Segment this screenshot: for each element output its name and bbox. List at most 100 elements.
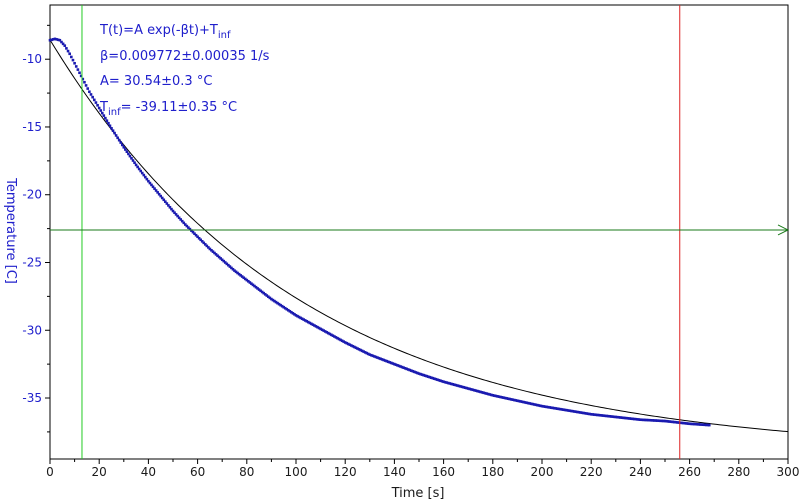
- data-point: [68, 52, 71, 56]
- data-point: [268, 296, 272, 300]
- data-point: [162, 198, 166, 202]
- data-point: [156, 191, 159, 194]
- data-point: [691, 422, 694, 426]
- data-point: [677, 421, 681, 424]
- data-point: [203, 243, 207, 246]
- data-point: [356, 347, 359, 350]
- data-point: [680, 421, 684, 425]
- y-tick-label: -10: [22, 52, 42, 66]
- data-point: [65, 47, 68, 50]
- data-point: [660, 419, 664, 423]
- data-point: [485, 392, 488, 395]
- data-point: [99, 109, 103, 112]
- data-point: [654, 419, 658, 422]
- data-point: [572, 410, 576, 413]
- data-point: [280, 304, 284, 308]
- x-tick-label: 120: [334, 465, 357, 479]
- data-point: [319, 327, 322, 331]
- data-point: [63, 44, 67, 47]
- data-point: [253, 284, 256, 288]
- data-point: [102, 114, 106, 117]
- data-point: [643, 418, 647, 422]
- data-point: [339, 338, 342, 342]
- data-point: [551, 406, 555, 410]
- data-point: [147, 179, 150, 183]
- data-point: [596, 413, 599, 417]
- data-point: [446, 381, 450, 385]
- data-point: [468, 387, 472, 391]
- data-point: [144, 175, 147, 179]
- data-point: [396, 364, 399, 367]
- data-point: [657, 419, 661, 423]
- data-point: [473, 388, 476, 392]
- data-point: [645, 418, 648, 422]
- data-point: [394, 363, 398, 367]
- data-point: [411, 369, 415, 373]
- data-point: [486, 392, 490, 396]
- data-point: [652, 419, 656, 422]
- data-point: [222, 259, 226, 263]
- data-point: [310, 322, 313, 326]
- data-point: [131, 159, 135, 162]
- data-point: [239, 274, 242, 277]
- data-point: [205, 244, 209, 248]
- data-point: [548, 406, 551, 409]
- data-point: [299, 316, 302, 320]
- data-point: [403, 366, 407, 370]
- data-point: [86, 87, 90, 90]
- data-point: [679, 421, 682, 425]
- data-point: [636, 418, 639, 421]
- data-point: [569, 409, 573, 413]
- data-point: [92, 98, 96, 102]
- x-tick-label: 40: [141, 465, 156, 479]
- data-point: [522, 400, 525, 404]
- data-point: [480, 391, 484, 394]
- data-point: [463, 386, 467, 389]
- data-point: [431, 376, 435, 380]
- x-tick-label: 280: [727, 465, 750, 479]
- data-point: [81, 77, 85, 81]
- data-point: [694, 422, 697, 426]
- data-point: [58, 38, 62, 42]
- data-point: [433, 377, 436, 381]
- data-point: [449, 382, 453, 386]
- data-point: [665, 419, 668, 423]
- data-point: [386, 360, 390, 364]
- data-point: [588, 412, 591, 416]
- annotation-beta: β=0.009772±0.00035 1/s: [100, 49, 270, 64]
- data-point: [257, 288, 261, 291]
- data-point: [602, 414, 605, 417]
- data-point: [228, 265, 232, 268]
- y-tick-label: -30: [22, 323, 42, 337]
- data-point: [117, 138, 121, 142]
- data-point: [142, 173, 146, 177]
- data-point: [599, 413, 602, 417]
- x-tick-label: 140: [383, 465, 406, 479]
- data-point: [296, 314, 299, 318]
- data-point: [150, 183, 153, 187]
- data-point: [293, 313, 296, 316]
- data-point: [302, 318, 305, 321]
- data-point: [70, 55, 73, 59]
- data-point: [559, 407, 562, 411]
- data-point: [420, 373, 424, 376]
- x-tick-label: 60: [190, 465, 205, 479]
- data-point: [168, 205, 172, 209]
- data-point: [328, 332, 332, 336]
- data-point: [104, 116, 107, 120]
- data-point: [695, 422, 699, 426]
- data-point: [634, 417, 638, 421]
- data-point: [445, 381, 448, 384]
- data-point: [317, 326, 321, 330]
- data-point: [91, 95, 94, 99]
- data-point: [546, 405, 550, 409]
- data-point: [439, 379, 442, 383]
- data-point: [523, 401, 527, 404]
- data-point: [503, 396, 507, 400]
- data-point: [697, 423, 700, 426]
- data-point: [128, 154, 132, 158]
- data-point: [659, 419, 662, 423]
- data-point: [316, 325, 319, 329]
- data-point: [148, 181, 152, 185]
- data-point: [577, 410, 581, 414]
